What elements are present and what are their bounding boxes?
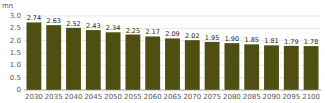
y-tick-label: 1.5 (10, 49, 21, 57)
data-label: 2.52 (66, 20, 80, 28)
bar (264, 45, 279, 90)
bar (106, 32, 121, 90)
x-tick-label: 2055 (124, 93, 142, 101)
data-label: 1.79 (284, 38, 298, 46)
data-label: 1.90 (225, 35, 239, 43)
grid (24, 16, 321, 90)
x-tick-label: 2100 (302, 93, 320, 101)
grid-line (24, 90, 321, 91)
data-label: 1.95 (205, 34, 219, 42)
bar (46, 25, 61, 90)
x-tick-label: 2080 (223, 93, 241, 101)
x-tick-label: 2030 (25, 93, 43, 101)
bar (125, 35, 140, 91)
x-tick-label: 2075 (203, 93, 221, 101)
data-label: 2.43 (86, 22, 100, 30)
data-label: 2.34 (106, 24, 120, 32)
x-tick-label: 2035 (45, 93, 63, 101)
y-tick-label: 0 (17, 86, 21, 94)
bar (86, 30, 101, 90)
x-tick-label: 2050 (104, 93, 122, 101)
y-tick-label: 3.0 (10, 12, 21, 20)
y-tick-label: 2.0 (10, 37, 21, 45)
x-tick-label: 2040 (65, 93, 83, 101)
data-label: 2.63 (46, 17, 60, 25)
y-ticks: 0 0.5 1.0 1.5 2.0 2.5 3.0 (10, 12, 21, 94)
data-label: 2.74 (27, 14, 41, 22)
bars (26, 22, 318, 90)
chart-container: 0 0.5 1.0 1.5 2.0 2.5 3.0 mn 2.74 2.63 2.52 2.43 2.3… (0, 0, 325, 103)
bar (284, 46, 299, 90)
x-tick-label: 2085 (243, 93, 261, 101)
y-tick-label: 0.5 (10, 74, 21, 82)
x-ticks: 2030203520402045205020552060206520702075… (25, 93, 320, 101)
data-label: 2.25 (126, 27, 140, 35)
x-tick-label: 2090 (263, 93, 281, 101)
x-tick-label: 2045 (84, 93, 102, 101)
data-label: 1.81 (264, 37, 278, 45)
x-axis-line (24, 90, 321, 91)
x-tick-label: 2095 (282, 93, 300, 101)
bar (66, 28, 81, 90)
bar (26, 22, 41, 90)
data-label: 1.85 (244, 36, 258, 44)
x-tick-label: 2065 (164, 93, 182, 101)
data-label: 2.17 (145, 28, 159, 36)
x-tick-label: 2060 (144, 93, 162, 101)
bar (224, 43, 239, 90)
bar (165, 38, 180, 90)
bar (205, 42, 220, 90)
x-tick-label: 2070 (183, 93, 201, 101)
chart: 0 0.5 1.0 1.5 2.0 2.5 3.0 mn 2.74 2.63 2.52 2.43 2.3… (0, 0, 325, 103)
y-axis-label: mn (2, 2, 13, 10)
bar (185, 40, 200, 90)
data-label: 2.09 (165, 30, 179, 38)
data-label: 1.78 (304, 38, 318, 46)
data-labels: 2.74 2.63 2.52 2.43 2.34 2.25 2.17 2.09 2.02 1.95… (27, 14, 319, 46)
grid-line (24, 16, 321, 17)
y-tick-label: 2.5 (10, 24, 21, 32)
y-tick-label: 1.0 (10, 61, 21, 69)
bar (145, 36, 160, 90)
bar (244, 44, 259, 90)
bar (304, 46, 319, 90)
data-label: 2.02 (185, 32, 199, 40)
